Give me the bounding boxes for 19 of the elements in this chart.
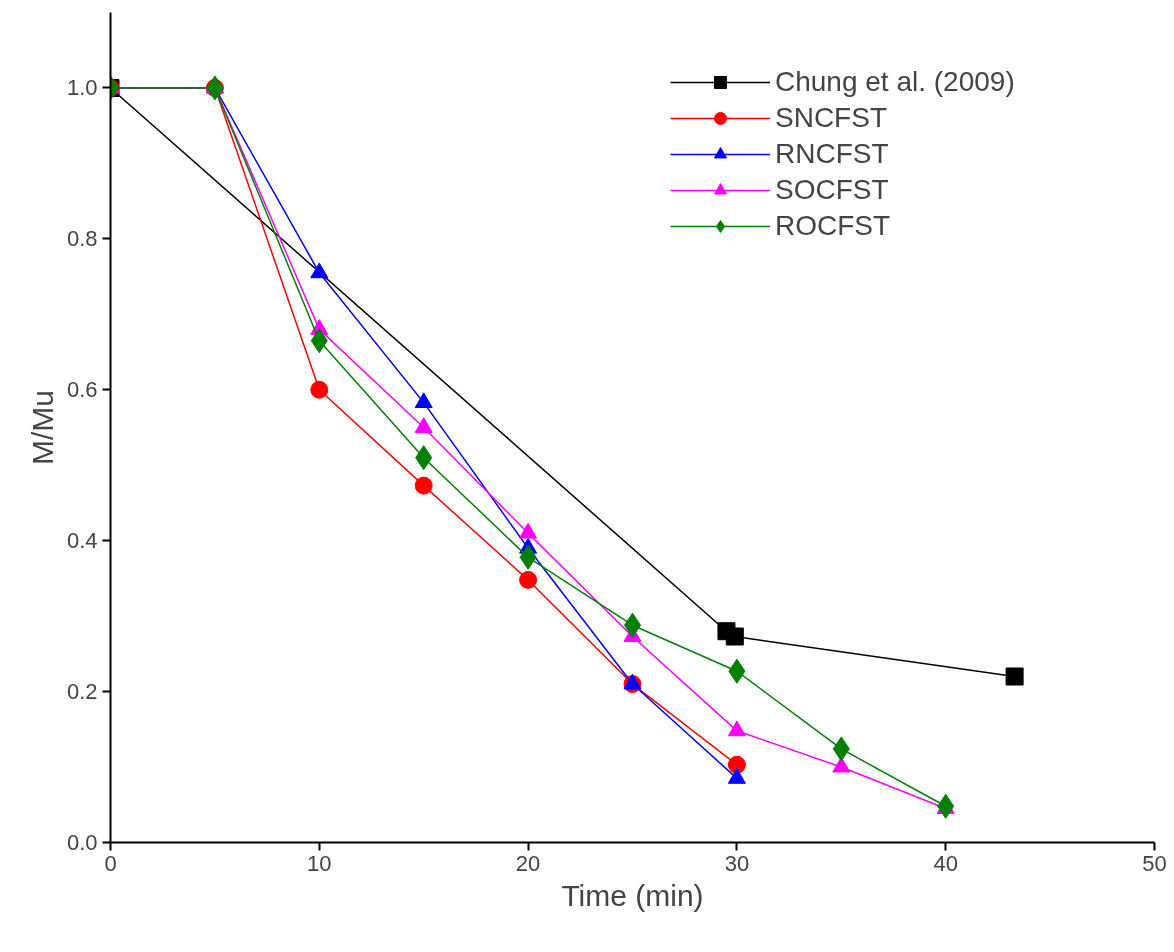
x-axis-title: Time (min) bbox=[561, 878, 704, 912]
y-tick-label: 0.4 bbox=[66, 528, 98, 554]
x-tick-label: 50 bbox=[1142, 850, 1167, 876]
x-tick-label: 40 bbox=[933, 850, 958, 876]
x-tick-label: 10 bbox=[307, 850, 332, 876]
y-tick-label: 0.8 bbox=[66, 226, 98, 252]
legend-label: SOCFST bbox=[775, 174, 889, 206]
legend-label: Chung et al. (2009) bbox=[775, 66, 1015, 98]
x-tick-label: 0 bbox=[104, 850, 117, 876]
legend-label: ROCFST bbox=[775, 210, 891, 242]
y-tick-label: 0.6 bbox=[66, 377, 98, 403]
legend-label: SNCFST bbox=[775, 102, 887, 134]
x-tick-label: 20 bbox=[515, 850, 541, 876]
x-tick-label: 30 bbox=[724, 850, 750, 876]
y-tick-label: 1.0 bbox=[66, 75, 98, 101]
y-tick-label: 0.0 bbox=[66, 830, 98, 855]
y-tick-label: 0.2 bbox=[66, 679, 98, 705]
y-axis-title: M/Mu bbox=[25, 390, 59, 465]
legend-label: RNCFST bbox=[775, 138, 889, 170]
